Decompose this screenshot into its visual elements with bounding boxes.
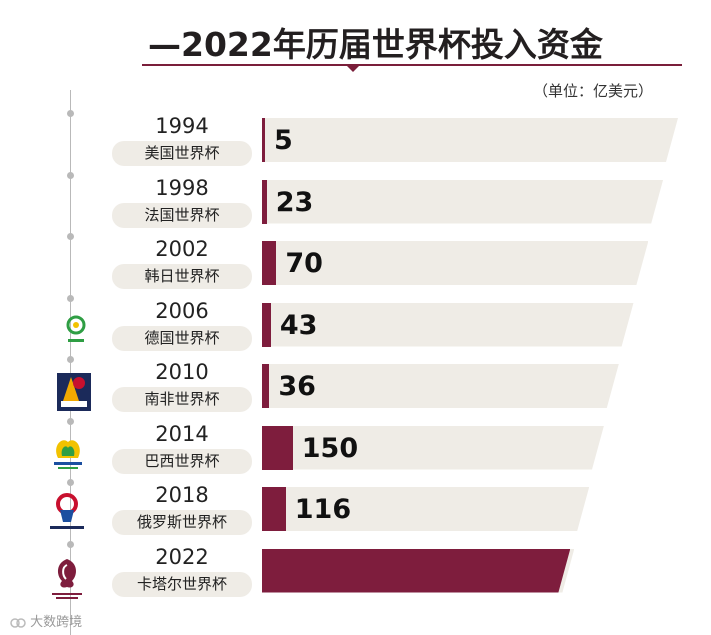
title-underline	[142, 64, 682, 66]
cup-name-label: 巴西世界杯	[112, 448, 252, 474]
bar-value-label: 70	[285, 248, 323, 279]
source-credit: 大数跨境	[10, 611, 82, 630]
bar-track	[262, 426, 604, 470]
watermark-logo-icon	[10, 617, 26, 628]
timeline-dot	[67, 540, 74, 548]
year-label: 2010	[155, 360, 209, 384]
bar-value-label: 150	[301, 432, 359, 464]
cup-name-label: 法国世界杯	[112, 202, 252, 228]
bar	[262, 118, 265, 162]
cup-name-label: 德国世界杯	[112, 325, 252, 351]
bar	[262, 487, 286, 531]
bar-value-label: 23	[275, 186, 314, 218]
timeline-dot	[67, 356, 74, 363]
bar-row-1994: 1994 美国世界杯 5	[0, 114, 711, 176]
year-label: 2018	[155, 483, 209, 507]
timeline-dot	[67, 479, 74, 486]
bar-track	[262, 487, 589, 531]
brazil-2014-logo-icon	[48, 432, 88, 472]
cup-name-label: 韩日世界杯	[112, 264, 252, 289]
bar	[262, 241, 277, 285]
timeline-dot	[67, 294, 74, 302]
year-label: 2006	[155, 298, 209, 323]
unit-label: （单位：亿美元）	[533, 82, 654, 100]
bar-track	[262, 180, 663, 224]
chart-title: —2022年历届世界杯投入资金	[148, 25, 603, 64]
qatar-2022-logo-icon	[44, 555, 90, 601]
title-notch	[345, 64, 361, 72]
bar-row-2006: 2006 德国世界杯 43	[0, 299, 711, 361]
bar-value-label: 5	[274, 125, 293, 156]
bar	[262, 425, 293, 470]
year-label: 2022	[155, 544, 209, 569]
russia-2018-logo-icon	[44, 492, 90, 534]
cup-name-label: 南非世界杯	[112, 387, 252, 412]
bar-row-1998: 1998 法国世界杯 23	[0, 176, 711, 238]
timeline-dot	[67, 233, 74, 240]
timeline-dot	[67, 417, 74, 425]
bar-track	[262, 364, 619, 408]
timeline-dot	[67, 110, 74, 117]
cup-name-label: 卡塔尔世界杯	[112, 571, 252, 597]
bar-row-2014: 2014 巴西世界杯 150	[0, 422, 711, 484]
bar-row-2022: 2022 卡塔尔世界杯	[0, 545, 711, 607]
bar-row-2002: 2002 韩日世界杯 70	[0, 237, 711, 299]
year-label: 1994	[155, 114, 209, 138]
timeline-dot	[67, 171, 74, 179]
bar-value-label: 116	[294, 494, 352, 525]
bar-row-2018: 2018 俄罗斯世界杯 116	[0, 483, 711, 545]
source-credit-text: 大数跨境	[30, 615, 83, 630]
bar-track	[262, 118, 678, 162]
cup-name-label: 俄罗斯世界杯	[112, 510, 252, 535]
year-label: 1998	[155, 175, 209, 200]
bar-value-label: 43	[279, 309, 318, 341]
bar	[262, 549, 570, 593]
bar-track	[262, 303, 634, 347]
bar	[262, 364, 270, 408]
germany-2006-logo-icon	[62, 313, 90, 349]
bar-track	[262, 241, 648, 285]
year-label: 2014	[155, 421, 209, 446]
bar	[262, 179, 267, 224]
year-label: 2002	[155, 237, 209, 261]
cup-name-label: 美国世界杯	[112, 141, 252, 166]
bar-row-2010: 2010 南非世界杯 36	[0, 360, 711, 422]
bar	[262, 302, 271, 347]
bar-value-label: 36	[278, 371, 316, 402]
south-africa-2010-logo-icon	[55, 371, 93, 413]
